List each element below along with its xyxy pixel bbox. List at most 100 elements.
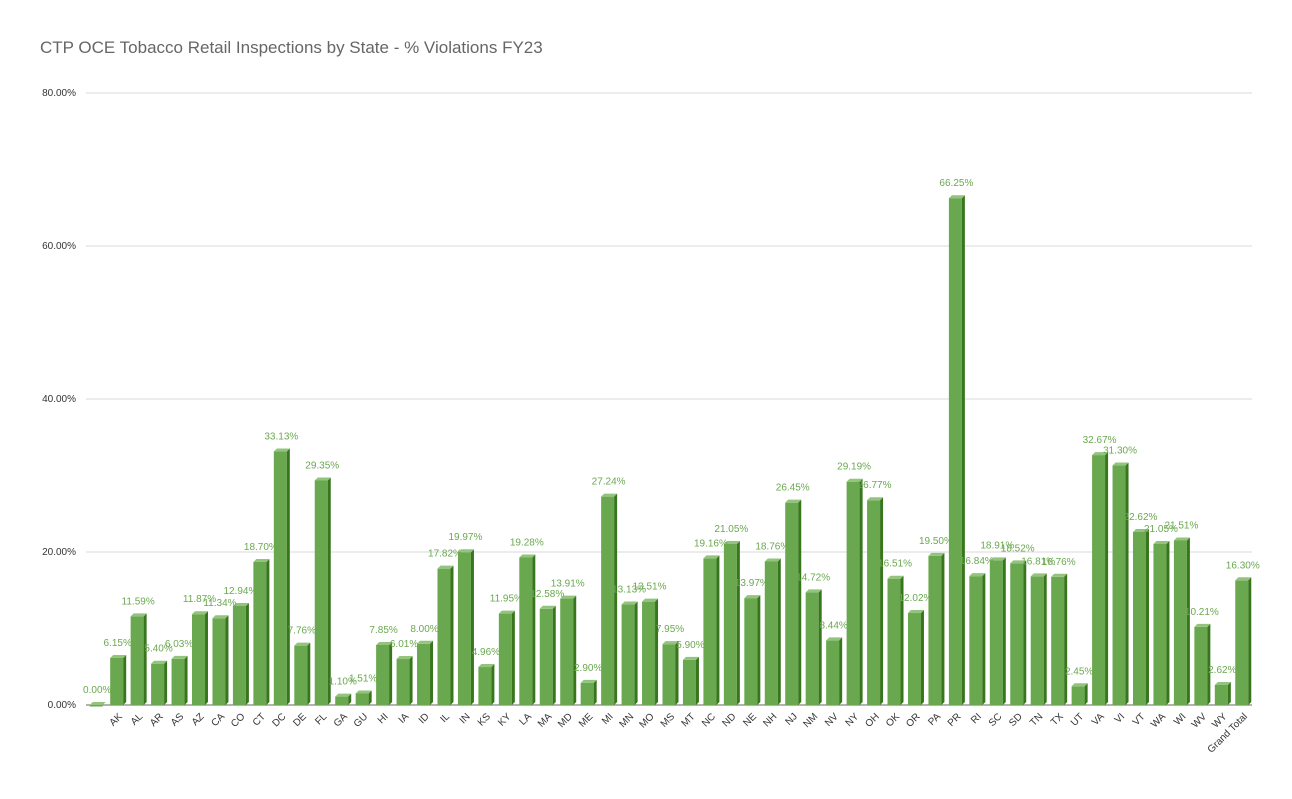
bar-top bbox=[1071, 683, 1088, 687]
bar-front bbox=[662, 644, 676, 705]
bar-front bbox=[826, 640, 840, 705]
bar bbox=[948, 195, 965, 705]
x-tick-label: VA bbox=[1090, 711, 1107, 728]
x-tick-label: IN bbox=[458, 711, 473, 726]
bar-side bbox=[368, 690, 372, 705]
bar bbox=[232, 603, 249, 705]
bar-top bbox=[1214, 681, 1231, 685]
bar-front bbox=[478, 667, 492, 705]
bar-top bbox=[1235, 577, 1252, 581]
bar-top bbox=[273, 448, 290, 452]
bar-top bbox=[662, 641, 679, 645]
data-label: 5.40% bbox=[144, 644, 172, 655]
bar bbox=[212, 615, 229, 705]
x-tick-label: GA bbox=[332, 711, 350, 729]
data-label: 6.03% bbox=[165, 639, 193, 650]
bar bbox=[1071, 683, 1088, 705]
bar-top bbox=[805, 589, 822, 593]
bar bbox=[805, 589, 822, 705]
bar bbox=[1051, 573, 1068, 705]
data-label: 27.24% bbox=[592, 477, 626, 488]
data-label: 17.82% bbox=[428, 549, 462, 560]
bar-side bbox=[941, 552, 945, 705]
x-tick-label: DE bbox=[291, 711, 309, 729]
x-tick-label: NY bbox=[844, 711, 862, 729]
bar-front bbox=[294, 645, 308, 705]
x-tick-label: OK bbox=[884, 711, 902, 729]
bar-front bbox=[867, 500, 881, 705]
bar bbox=[785, 499, 802, 705]
bar-top bbox=[294, 642, 311, 646]
bar-side bbox=[470, 549, 474, 705]
bar-front bbox=[314, 480, 328, 705]
bar-side bbox=[225, 615, 229, 705]
bar-top bbox=[376, 641, 393, 645]
bar bbox=[335, 693, 352, 705]
bar-top bbox=[1132, 528, 1149, 532]
y-tick-label: 20.00% bbox=[42, 547, 76, 558]
data-label: 66.25% bbox=[939, 178, 973, 189]
x-tick-label: MO bbox=[637, 711, 656, 730]
bar-front bbox=[1132, 531, 1146, 705]
bar-side bbox=[552, 605, 556, 705]
bar-top bbox=[314, 477, 331, 481]
bar-side bbox=[327, 477, 331, 705]
x-tick-label: MN bbox=[617, 711, 636, 730]
bar-side bbox=[961, 195, 965, 705]
bar-side bbox=[1227, 681, 1231, 705]
data-label: 19.16% bbox=[694, 538, 728, 549]
x-tick-label: WV bbox=[1190, 711, 1209, 730]
x-tick-label: AR bbox=[148, 711, 166, 729]
bar bbox=[989, 557, 1006, 705]
bar bbox=[621, 601, 638, 705]
bar-front bbox=[1112, 465, 1126, 705]
x-tick-label: VI bbox=[1113, 711, 1127, 725]
data-label: 2.62% bbox=[1208, 665, 1236, 676]
bar-front bbox=[621, 604, 635, 705]
x-tick-label: UT bbox=[1069, 711, 1086, 728]
bar-front bbox=[887, 578, 901, 705]
bar-side bbox=[736, 540, 740, 705]
x-tick-label: GU bbox=[352, 711, 370, 729]
data-label: 12.02% bbox=[899, 593, 933, 604]
x-tick-label: MS bbox=[659, 711, 678, 730]
bar-top bbox=[539, 605, 556, 609]
data-label: 33.13% bbox=[264, 432, 298, 443]
bars bbox=[89, 195, 1252, 707]
x-tick-label: MT bbox=[680, 711, 698, 729]
bar-top bbox=[1092, 452, 1109, 456]
bar-front bbox=[355, 693, 369, 705]
bar-top bbox=[580, 679, 597, 683]
bar-front bbox=[89, 705, 103, 707]
bar-side bbox=[695, 656, 699, 705]
bar-front bbox=[437, 568, 451, 705]
y-tick-label: 0.00% bbox=[48, 700, 76, 711]
bar bbox=[1010, 560, 1027, 705]
bar-top bbox=[826, 637, 843, 641]
y-tick-label: 80.00% bbox=[42, 88, 76, 99]
bar-top bbox=[560, 595, 577, 599]
bar-side bbox=[757, 595, 761, 705]
x-tick-label: TN bbox=[1028, 711, 1045, 728]
data-label: 10.21% bbox=[1185, 607, 1219, 618]
bar-top bbox=[601, 493, 618, 497]
bar-side bbox=[430, 640, 434, 705]
bar bbox=[355, 690, 372, 705]
bar-top bbox=[110, 654, 127, 658]
x-tick-label: CT bbox=[251, 711, 268, 728]
x-tick-label: NV bbox=[823, 711, 841, 729]
bar-side bbox=[1023, 560, 1027, 705]
x-tick-label: CO bbox=[229, 711, 248, 730]
bar-side bbox=[532, 554, 536, 705]
data-label: 11.87% bbox=[183, 594, 216, 605]
data-label: 11.95% bbox=[490, 594, 523, 605]
bar-front bbox=[253, 561, 267, 705]
data-label: 12.58% bbox=[530, 589, 564, 600]
data-label: 16.51% bbox=[878, 559, 912, 570]
bar-front bbox=[1153, 543, 1167, 705]
data-label: 16.76% bbox=[1042, 557, 1076, 568]
bar-side bbox=[1248, 577, 1252, 705]
bar bbox=[437, 565, 454, 705]
x-tick-label: MA bbox=[536, 711, 555, 730]
